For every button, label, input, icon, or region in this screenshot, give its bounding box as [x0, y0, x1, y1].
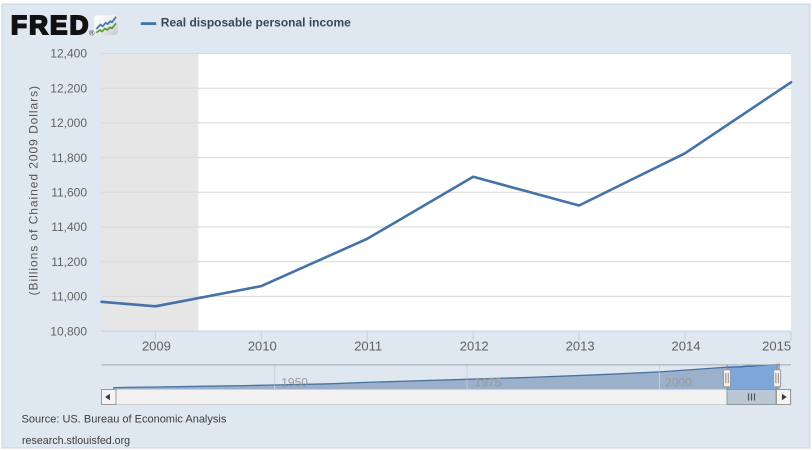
svg-text:10,800: 10,800: [50, 324, 87, 338]
svg-text:1975: 1975: [475, 376, 502, 390]
svg-text:2009: 2009: [142, 339, 171, 354]
svg-text:12,000: 12,000: [50, 116, 87, 130]
svg-text:1950: 1950: [281, 376, 308, 390]
svg-text:2014: 2014: [672, 339, 701, 354]
svg-text:11,000: 11,000: [51, 290, 87, 304]
svg-text:11,400: 11,400: [51, 220, 87, 234]
svg-text:2013: 2013: [566, 339, 595, 354]
svg-text:12,400: 12,400: [50, 47, 87, 61]
svg-text:11,200: 11,200: [51, 255, 87, 269]
svg-text:11,600: 11,600: [51, 186, 87, 200]
svg-text:Real disposable personal incom: Real disposable personal income: [161, 15, 351, 29]
svg-text:Source: US. Bureau of Economic: Source: US. Bureau of Economic Analysis: [22, 414, 227, 426]
svg-text:2011: 2011: [354, 339, 382, 354]
svg-text:2010: 2010: [248, 339, 277, 354]
svg-text:2000: 2000: [665, 376, 692, 390]
svg-text:FRED: FRED: [11, 10, 91, 40]
svg-text:(Billions of Chained 2009 Doll: (Billions of Chained 2009 Dollars): [27, 85, 41, 295]
svg-text:12,200: 12,200: [50, 81, 87, 95]
svg-text:2012: 2012: [460, 339, 489, 354]
svg-text:2015: 2015: [762, 339, 791, 354]
svg-text:®: ®: [89, 29, 95, 38]
svg-text:research.stlouisfed.org: research.stlouisfed.org: [22, 435, 130, 447]
svg-text:11,800: 11,800: [51, 151, 87, 165]
